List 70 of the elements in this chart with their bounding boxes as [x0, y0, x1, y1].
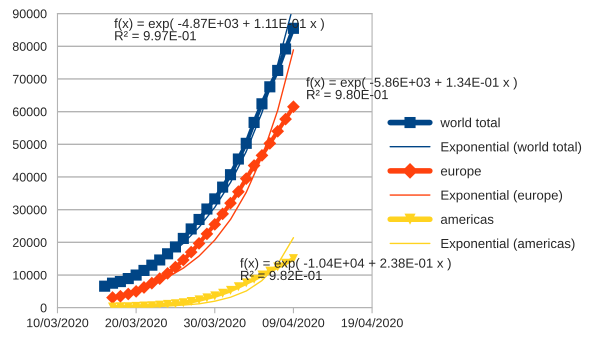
legend-label: Exponential (europe) — [441, 190, 562, 202]
point — [272, 64, 284, 76]
annotation: f(x) = exp( -5.86E+03 + 1.34E-01 x ) R² = 9.80E-01 — [306, 77, 517, 100]
y-tick-label: 10000 — [13, 270, 47, 280]
point — [202, 293, 212, 302]
point — [186, 296, 196, 306]
point — [122, 288, 135, 300]
point — [184, 246, 198, 259]
point — [208, 218, 222, 231]
point — [256, 98, 268, 110]
point — [271, 124, 284, 138]
legend-label: world total — [440, 118, 500, 128]
point — [176, 254, 190, 266]
x-tick-label: 10/03/2020 — [27, 318, 88, 328]
point — [170, 299, 180, 308]
point — [240, 138, 252, 149]
x-tick-label: 09/04/2020 — [262, 318, 324, 328]
point — [210, 291, 220, 300]
point — [218, 288, 228, 298]
legend-label: europe — [440, 168, 481, 178]
y-tick-label: 60000 — [12, 107, 47, 116]
point — [264, 81, 276, 92]
point — [170, 241, 182, 252]
point — [209, 193, 220, 204]
point — [287, 100, 300, 114]
point — [130, 284, 143, 298]
legend-label: americas — [440, 214, 494, 224]
point — [163, 300, 172, 308]
y-tick-label: 80000 — [12, 42, 47, 51]
y-tick-label: 40000 — [12, 172, 47, 182]
point — [280, 43, 292, 54]
point — [248, 159, 260, 172]
y-tick-label: 90000 — [12, 9, 47, 18]
point — [200, 227, 214, 240]
point — [256, 149, 268, 162]
y-tick-label: 0 — [40, 304, 47, 312]
x-tick-label: 19/04/2020 — [342, 318, 403, 328]
point — [224, 169, 236, 180]
point — [248, 116, 260, 128]
x-tick-label: 30/03/2020 — [184, 318, 246, 328]
y-tick-label: 70000 — [12, 74, 47, 84]
point — [224, 196, 237, 210]
point — [232, 153, 244, 165]
point — [232, 185, 245, 198]
point — [169, 260, 182, 274]
point — [161, 267, 174, 280]
point — [240, 172, 253, 186]
point — [201, 203, 212, 215]
point — [145, 276, 158, 290]
point — [194, 295, 204, 304]
point — [153, 272, 166, 285]
y-tick-label: 30000 — [12, 205, 47, 214]
point — [279, 112, 292, 126]
point — [178, 298, 188, 308]
y-tick-label: 50000 — [12, 140, 47, 149]
x-tick-label: 20/03/2020 — [105, 318, 167, 328]
legend-label: Exponential (americas) — [441, 238, 574, 251]
point — [192, 236, 206, 250]
point — [193, 214, 205, 226]
point — [234, 282, 243, 292]
point — [178, 232, 189, 244]
point — [216, 208, 230, 220]
legend-label: Exponential (world total) — [441, 142, 582, 154]
y-tick-label: 20000 — [12, 238, 47, 247]
point — [226, 286, 236, 295]
point — [263, 136, 276, 150]
point — [217, 182, 228, 193]
point — [155, 300, 164, 308]
point — [138, 281, 150, 294]
point — [186, 223, 197, 235]
